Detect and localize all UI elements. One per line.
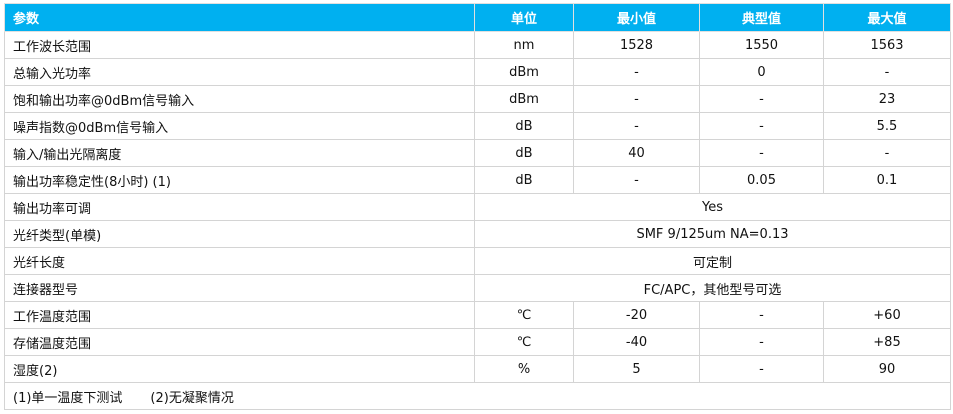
cell-typ: 1550 bbox=[699, 31, 824, 59]
cell-min: 1528 bbox=[573, 31, 700, 59]
cell-typ: 0.05 bbox=[699, 166, 824, 194]
spec-table: 参数 单位 最小值 典型值 最大值 工作波长范围 nm 1528 1550 1563 总输… bbox=[4, 3, 951, 410]
cell-max: 5.5 bbox=[823, 112, 951, 140]
table-row: 总输入光功率 dBm -0- bbox=[4, 58, 951, 86]
cell-param: 输出功率可调 bbox=[4, 193, 475, 221]
notes-cell: (1)单一温度下测试 (2)无凝聚情况 bbox=[4, 382, 951, 410]
cell-typ: - bbox=[699, 301, 824, 329]
cell-span: SMF 9/125um NA=0.13 bbox=[474, 220, 951, 248]
note-2: (2)无凝聚情况 bbox=[150, 390, 234, 406]
cell-unit: dB bbox=[474, 166, 574, 194]
cell-param: 光纤类型(单模) bbox=[4, 220, 475, 248]
table-row: 输出功率可调 Yes bbox=[4, 193, 951, 221]
cell-min: -20 bbox=[573, 301, 700, 329]
cell-min: - bbox=[573, 85, 700, 113]
cell-typ: - bbox=[699, 112, 824, 140]
table-row: 连接器型号 FC/APC，其他型号可选 bbox=[4, 274, 951, 302]
notes-row: (1)单一温度下测试 (2)无凝聚情况 bbox=[4, 382, 951, 410]
cell-min: -40 bbox=[573, 328, 700, 356]
cell-param: 连接器型号 bbox=[4, 274, 475, 302]
cell-typ: - bbox=[699, 85, 824, 113]
table-row: 光纤长度 可定制 bbox=[4, 247, 951, 275]
table-row: 工作温度范围 ℃ -20- +60 bbox=[4, 301, 951, 329]
cell-param: 工作温度范围 bbox=[4, 301, 475, 329]
header-typ: 典型值 bbox=[699, 3, 824, 32]
cell-unit: ℃ bbox=[474, 328, 574, 356]
cell-span: 可定制 bbox=[474, 247, 951, 275]
cell-param: 工作波长范围 bbox=[4, 31, 475, 59]
table-row: 光纤类型(单模) SMF 9/125um NA=0.13 bbox=[4, 220, 951, 248]
cell-min: 40 bbox=[573, 139, 700, 167]
cell-max: 23 bbox=[823, 85, 951, 113]
cell-param: 总输入光功率 bbox=[4, 58, 475, 86]
cell-param: 输入/输出光隔离度 bbox=[4, 139, 475, 167]
cell-typ: 0 bbox=[699, 58, 824, 86]
cell-max: - bbox=[823, 58, 951, 86]
table-row: 工作波长范围 nm 1528 1550 1563 bbox=[4, 31, 951, 59]
cell-unit: ℃ bbox=[474, 301, 574, 329]
table-row: 存储温度范围 ℃ -40- +85 bbox=[4, 328, 951, 356]
cell-typ: - bbox=[699, 139, 824, 167]
cell-span: FC/APC，其他型号可选 bbox=[474, 274, 951, 302]
cell-param: 光纤长度 bbox=[4, 247, 475, 275]
header-param: 参数 bbox=[4, 3, 475, 32]
cell-param: 输出功率稳定性(8小时) (1) bbox=[4, 166, 475, 194]
table-row: 饱和输出功率@0dBm信号输入 dBm - -23 bbox=[4, 85, 951, 113]
header-unit: 单位 bbox=[474, 3, 574, 32]
cell-max: +60 bbox=[823, 301, 951, 329]
header-min: 最小值 bbox=[573, 3, 700, 32]
cell-min: 5 bbox=[573, 355, 700, 383]
cell-unit: dB bbox=[474, 112, 574, 140]
cell-typ: - bbox=[699, 328, 824, 356]
cell-max: - bbox=[823, 139, 951, 167]
cell-param: 饱和输出功率@0dBm信号输入 bbox=[4, 85, 475, 113]
cell-unit: % bbox=[474, 355, 574, 383]
cell-unit: dBm bbox=[474, 58, 574, 86]
cell-max: 1563 bbox=[823, 31, 951, 59]
cell-min: - bbox=[573, 112, 700, 140]
cell-param: 湿度(2) bbox=[4, 355, 475, 383]
table-row: 噪声指数@0dBm信号输入 dB - -5.5 bbox=[4, 112, 951, 140]
header-max: 最大值 bbox=[823, 3, 951, 32]
cell-param: 存储温度范围 bbox=[4, 328, 475, 356]
cell-max: +85 bbox=[823, 328, 951, 356]
table-row: 输入/输出光隔离度 dB 40- - bbox=[4, 139, 951, 167]
table-row: 湿度(2)% 5-90 bbox=[4, 355, 951, 383]
cell-max: 90 bbox=[823, 355, 951, 383]
cell-unit: dBm bbox=[474, 85, 574, 113]
cell-param: 噪声指数@0dBm信号输入 bbox=[4, 112, 475, 140]
cell-unit: nm bbox=[474, 31, 574, 59]
table-row: 输出功率稳定性(8小时) (1) dB -0.05 0.1 bbox=[4, 166, 951, 194]
cell-min: - bbox=[573, 58, 700, 86]
header-row: 参数 单位 最小值 典型值 最大值 bbox=[4, 3, 951, 32]
cell-max: 0.1 bbox=[823, 166, 951, 194]
cell-unit: dB bbox=[474, 139, 574, 167]
cell-min: - bbox=[573, 166, 700, 194]
note-1: (1)单一温度下测试 bbox=[13, 390, 123, 406]
cell-span: Yes bbox=[474, 193, 951, 221]
cell-typ: - bbox=[699, 355, 824, 383]
